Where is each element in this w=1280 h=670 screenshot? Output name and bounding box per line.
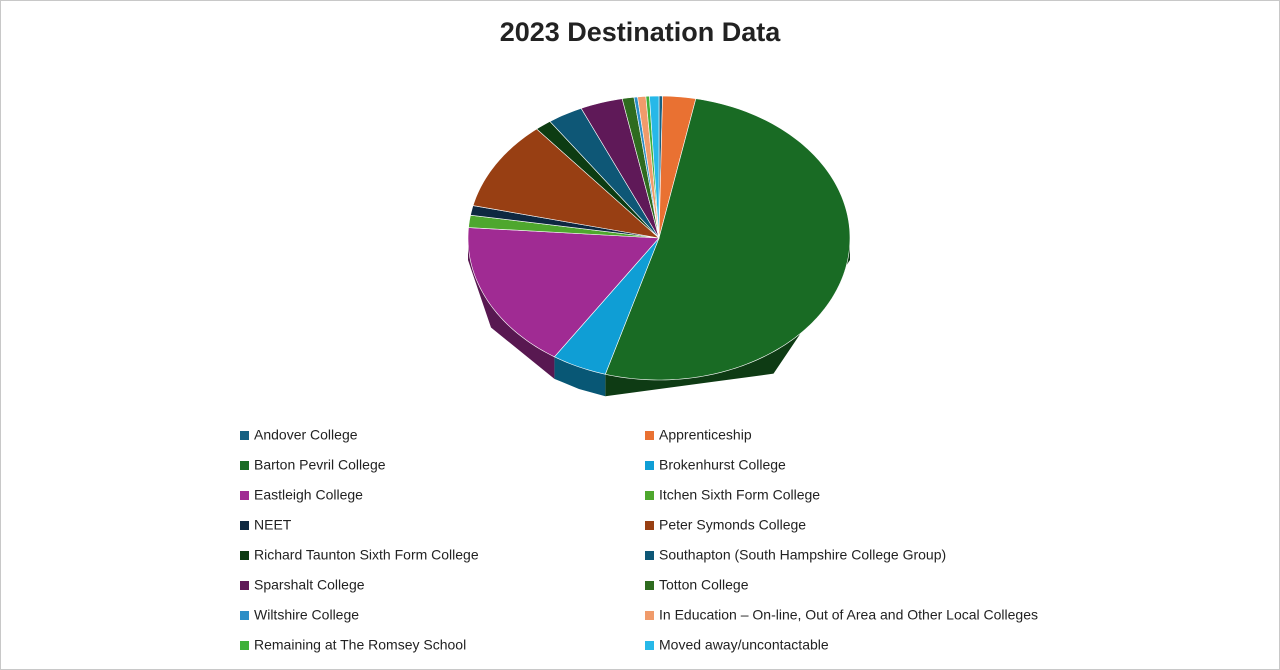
legend-swatch	[240, 641, 249, 650]
legend-swatch	[240, 611, 249, 620]
legend-label: Brokenhurst College	[659, 457, 786, 473]
legend-swatch	[240, 581, 249, 590]
legend-swatch	[240, 521, 249, 530]
slice	[580, 98, 660, 239]
legend-swatch	[645, 551, 654, 560]
legend-swatch	[645, 641, 654, 650]
slice	[472, 128, 660, 239]
legend-label: Itchen Sixth Form College	[659, 487, 820, 503]
legend-swatch	[240, 461, 249, 470]
legend-swatch	[240, 431, 249, 440]
legend-swatch	[645, 491, 654, 500]
slice-side	[554, 356, 606, 397]
legend-label: Peter Symonds College	[659, 517, 806, 533]
slice	[536, 121, 660, 239]
legend-label: Wiltshire College	[254, 607, 359, 623]
slice	[467, 227, 660, 358]
slice	[604, 98, 851, 381]
legend-label: In Education – On-line, Out of Area and …	[659, 607, 1038, 623]
legend-label: Andover College	[254, 427, 358, 443]
legend-swatch	[645, 611, 654, 620]
legend-label: Richard Taunton Sixth Form College	[254, 547, 479, 563]
legend-swatch	[645, 581, 654, 590]
slice-side	[605, 238, 850, 397]
slice	[549, 107, 660, 239]
legend-swatch	[645, 431, 654, 440]
legend-label: Moved away/uncontactable	[659, 637, 829, 653]
legend-swatch	[645, 521, 654, 530]
legend-label: Southapton (South Hampshire College Grou…	[659, 547, 946, 563]
slice-side	[468, 238, 555, 379]
chart-title: 2023 Destination Data	[500, 17, 782, 47]
slice	[649, 95, 660, 239]
legend-label: Apprenticeship	[659, 427, 752, 443]
legend-swatch	[240, 491, 249, 500]
legend-label: Totton College	[659, 577, 749, 593]
legend-label: Eastleigh College	[254, 487, 363, 503]
legend-label: Barton Pevril College	[254, 457, 386, 473]
legend-label: NEET	[254, 517, 292, 533]
legend-label: Remaining at The Romsey School	[254, 637, 466, 653]
slice	[553, 237, 660, 375]
legend-label: Sparshalt College	[254, 577, 365, 593]
legend-swatch	[240, 551, 249, 560]
legend-swatch	[645, 461, 654, 470]
